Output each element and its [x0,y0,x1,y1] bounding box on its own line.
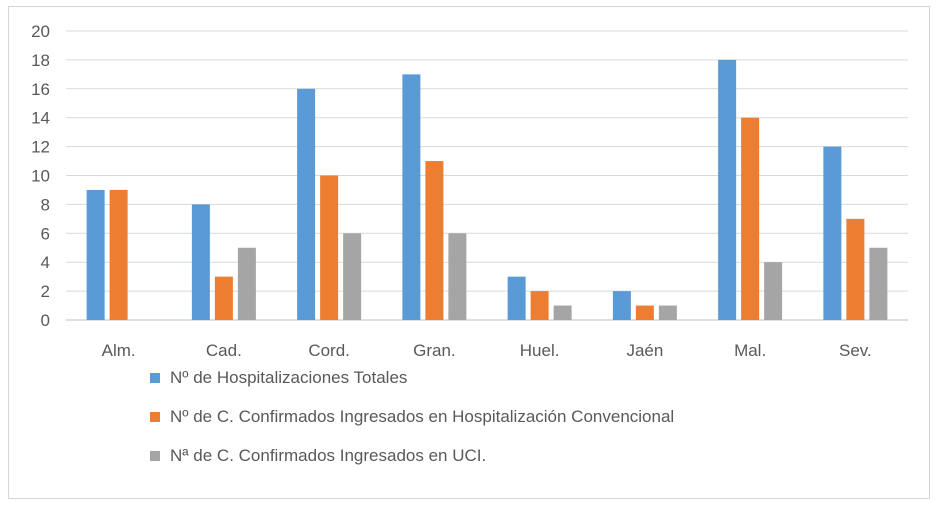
bar-Sev.-series-2 [869,247,888,320]
bar-Huel.-series-0 [507,276,526,320]
y-tick-label-14: 14 [31,109,50,128]
legend-item-icu: Nª de C. Confirmados Ingresados en UCI. [150,446,674,466]
y-tick-label-20: 20 [31,22,50,41]
bar-Huel.-series-2 [553,305,572,320]
legend-swatch-orange [150,412,160,422]
legend-label-total-hospitalizations: Nº de Hospitalizaciones Totales [170,368,408,387]
y-tick-label-18: 18 [31,51,50,70]
y-tick-label-4: 4 [41,253,50,272]
x-tick-label-Cord.: Cord. [308,341,350,360]
y-tick-label-10: 10 [31,167,50,186]
bar-Cad.-series-2 [237,247,256,320]
x-tick-label-Sev.: Sev. [839,341,872,360]
bar-Mal.-series-1 [741,117,760,320]
bar-Mal.-series-2 [764,262,783,320]
bar-Sev.-series-1 [846,218,865,320]
bar-Huel.-series-1 [530,291,549,320]
chart-legend: Nº de Hospitalizaciones Totales Nº de C.… [150,368,674,485]
x-tick-label-Jaén: Jaén [626,341,663,360]
x-tick-label-Huel.: Huel. [520,341,560,360]
bar-Cord.-series-1 [320,175,339,320]
bar-Alm.-series-1 [109,189,128,320]
bar-Gran.-series-1 [425,161,444,320]
bar-Gran.-series-0 [402,74,421,320]
legend-swatch-gray [150,451,160,461]
bar-Alm.-series-0 [86,189,105,320]
bar-Gran.-series-2 [448,233,467,320]
chart-frame [8,6,930,499]
bar-Cad.-series-0 [191,204,210,320]
y-tick-label-0: 0 [41,311,50,330]
y-tick-label-8: 8 [41,195,50,214]
bar-Cord.-series-0 [297,88,316,320]
x-tick-label-Cad.: Cad. [206,341,242,360]
bar-Jaén-series-0 [612,291,631,320]
x-tick-label-Alm.: Alm. [102,341,136,360]
legend-item-conventional: Nº de C. Confirmados Ingresados en Hospi… [150,407,674,427]
bar-Cord.-series-2 [343,233,362,320]
x-tick-label-Mal.: Mal. [734,341,766,360]
y-tick-label-12: 12 [31,138,50,157]
bar-Jaén-series-1 [635,305,654,320]
bar-Cad.-series-1 [214,276,233,320]
legend-swatch-blue [150,373,160,383]
x-tick-label-Gran.: Gran. [413,341,456,360]
bar-Sev.-series-0 [823,146,842,320]
y-tick-label-6: 6 [41,224,50,243]
y-tick-label-16: 16 [31,80,50,99]
legend-label-icu: Nª de C. Confirmados Ingresados en UCI. [170,446,487,465]
y-tick-label-2: 2 [41,282,50,301]
bar-Jaén-series-2 [658,305,677,320]
legend-label-conventional: Nº de C. Confirmados Ingresados en Hospi… [170,407,675,426]
bar-Mal.-series-0 [718,59,737,321]
legend-item-total-hospitalizations: Nº de Hospitalizaciones Totales [150,368,674,388]
